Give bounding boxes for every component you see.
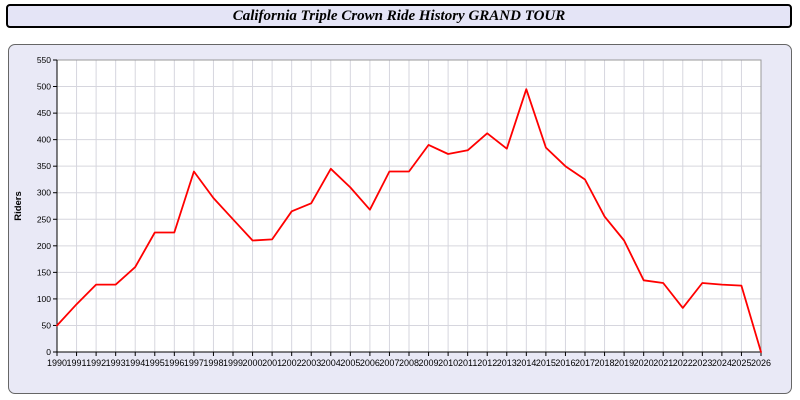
y-tick-label: 100 bbox=[37, 294, 51, 304]
x-tick-label: 2003 bbox=[301, 358, 321, 368]
y-tick-label: 350 bbox=[37, 161, 51, 171]
x-tick-label: 2008 bbox=[399, 358, 419, 368]
x-tick-label: 2016 bbox=[555, 358, 575, 368]
y-tick-label: 500 bbox=[37, 82, 51, 92]
y-tick-label: 300 bbox=[37, 188, 51, 198]
x-tick-label: 2023 bbox=[692, 358, 712, 368]
x-tick-label: 2005 bbox=[340, 358, 360, 368]
x-tick-label: 2026 bbox=[751, 358, 771, 368]
x-tick-label: 1997 bbox=[184, 358, 204, 368]
x-tick-label: 2010 bbox=[438, 358, 458, 368]
page-title: California Triple Crown Ride History GRA… bbox=[232, 7, 566, 24]
x-tick-label: 2021 bbox=[653, 358, 673, 368]
x-tick-label: 2011 bbox=[458, 358, 477, 368]
y-tick-label: 200 bbox=[37, 241, 51, 251]
x-tick-label: 1999 bbox=[223, 358, 243, 368]
x-tick-label: 1998 bbox=[203, 358, 223, 368]
x-tick-label: 1995 bbox=[145, 358, 165, 368]
y-tick-label: 150 bbox=[37, 267, 51, 277]
x-tick-label: 2004 bbox=[321, 358, 341, 368]
x-tick-label: 1991 bbox=[67, 358, 87, 368]
y-axis-title: Riders bbox=[13, 191, 24, 221]
x-tick-label: 1994 bbox=[125, 358, 145, 368]
chart-title-bar: California Triple Crown Ride History GRA… bbox=[6, 4, 792, 28]
x-tick-label: 1990 bbox=[47, 358, 67, 368]
x-tick-label: 2014 bbox=[516, 358, 536, 368]
x-tick-label: 2025 bbox=[731, 358, 751, 368]
x-tick-label: 2022 bbox=[673, 358, 693, 368]
x-tick-label: 2024 bbox=[712, 358, 732, 368]
y-tick-label: 550 bbox=[37, 55, 51, 65]
x-tick-label: 1996 bbox=[164, 358, 184, 368]
chart-panel: 0 50 100 150 200 250 300 350 400 450 500 550 1990 199… bbox=[8, 44, 792, 394]
x-tick-label: 1992 bbox=[86, 358, 106, 368]
x-tick-label: 2006 bbox=[360, 358, 380, 368]
x-tick-label: 2002 bbox=[282, 358, 302, 368]
x-tick-label: 2020 bbox=[634, 358, 654, 368]
x-tick-label: 2013 bbox=[497, 358, 517, 368]
y-tick-label: 50 bbox=[42, 320, 52, 330]
x-tick-label: 2017 bbox=[575, 358, 595, 368]
x-tick-label: 2018 bbox=[595, 358, 615, 368]
x-tick-label: 2009 bbox=[419, 358, 439, 368]
riders-series-line bbox=[56, 88, 762, 353]
x-tick-label: 2012 bbox=[477, 358, 497, 368]
y-tick-label: 0 bbox=[46, 347, 51, 357]
x-tick-label: 2019 bbox=[614, 358, 634, 368]
y-tick-label: 400 bbox=[37, 135, 51, 145]
x-tick-label: 1993 bbox=[106, 358, 126, 368]
y-tick-label: 450 bbox=[37, 108, 51, 118]
y-tick-label: 250 bbox=[37, 214, 51, 224]
x-tick-label: 2007 bbox=[379, 358, 399, 368]
x-tick-label: 2015 bbox=[536, 358, 556, 368]
x-tick-label: 2001 bbox=[262, 358, 282, 368]
x-tick-label: 2000 bbox=[243, 358, 263, 368]
